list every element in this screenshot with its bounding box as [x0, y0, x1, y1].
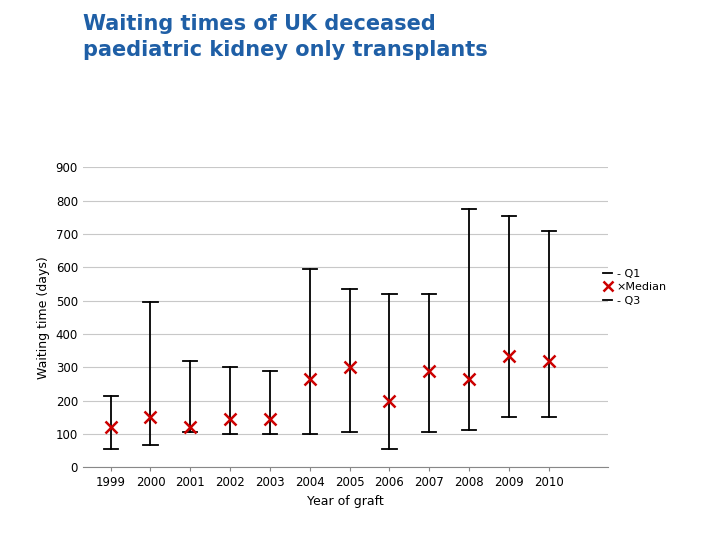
X-axis label: Year of graft: Year of graft [307, 495, 384, 508]
Text: Waiting times of UK deceased: Waiting times of UK deceased [83, 14, 436, 33]
Legend: - Q1, ×Median, - Q3: - Q1, ×Median, - Q3 [599, 265, 671, 310]
Y-axis label: Waiting time (days): Waiting time (days) [37, 256, 50, 379]
Text: paediatric kidney only transplants: paediatric kidney only transplants [83, 40, 487, 60]
